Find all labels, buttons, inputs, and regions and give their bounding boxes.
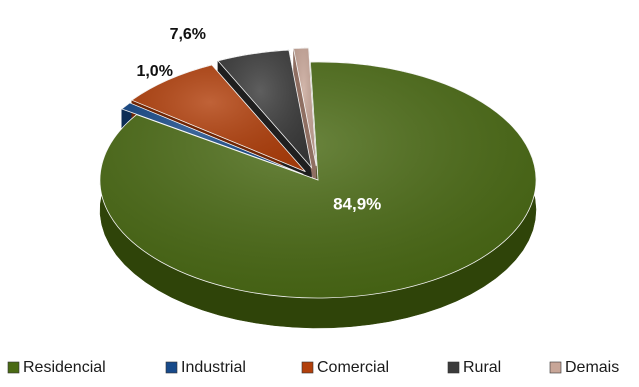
- pie-labels: 84,9%1,0%7,6%5,4%1,1%: [136, 0, 381, 214]
- legend-label-industrial: Industrial: [181, 359, 246, 376]
- legend-swatch-demais: [549, 361, 562, 374]
- pie-slice-shade-residencial: [99, 62, 537, 298]
- legend-label-residencial: Residencial: [23, 359, 106, 376]
- data-label-rural: 5,4%: [240, 0, 276, 1]
- pie-slice-shade-rural: [218, 50, 312, 168]
- legend-label-comercial: Comercial: [317, 359, 389, 376]
- legend-label-demais: Demais: [565, 359, 619, 376]
- data-label-comercial: 7,6%: [170, 26, 206, 43]
- pie-slice-shade-comercial: [131, 65, 306, 172]
- legend-swatch-residencial: [7, 361, 20, 374]
- legend: Residencial Industrial Comercial Rural Demai…: [7, 359, 619, 376]
- legend-swatch-industrial: [165, 361, 178, 374]
- pie-slice-shade-industrial: [121, 102, 304, 175]
- legend-swatch-comercial: [301, 361, 314, 374]
- pie-slice-shade-demais: [293, 48, 317, 166]
- data-label-residencial: 84,9%: [333, 195, 381, 214]
- legend-label-rural: Rural: [463, 359, 501, 376]
- data-label-industrial: 1,0%: [136, 63, 172, 80]
- pie-tops: [99, 47, 537, 299]
- legend-swatch-rural: [447, 361, 460, 374]
